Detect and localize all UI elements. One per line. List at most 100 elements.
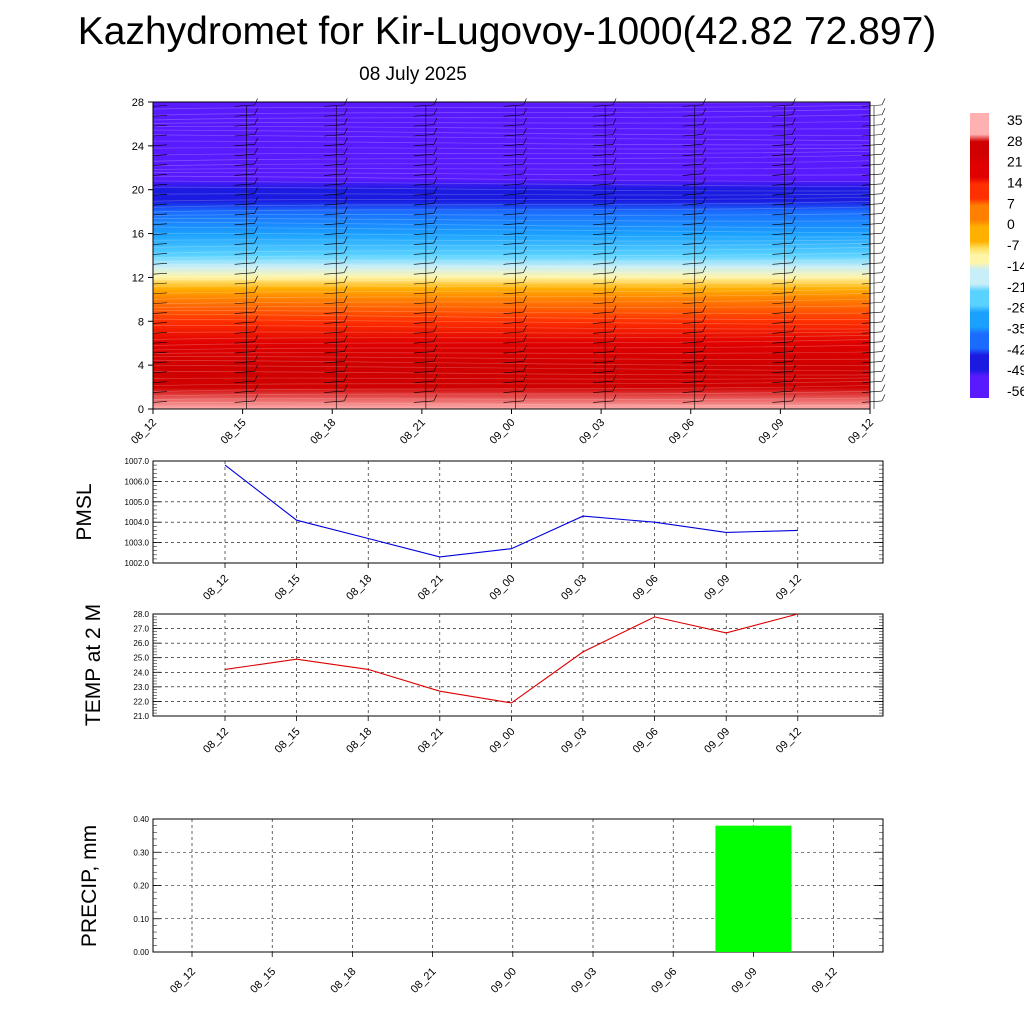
wind-barb: [861, 124, 883, 127]
wind-barb: [413, 292, 434, 295]
x-tick-label: 09_12: [810, 966, 840, 996]
wind-barb: [433, 275, 438, 283]
wind-barb: [593, 341, 614, 344]
x-tick-label: 08_18: [308, 417, 338, 447]
contour-line: [152, 150, 871, 156]
wind-barb: [433, 384, 438, 392]
wind-barb: [433, 266, 438, 273]
x-tick-label: 09_06: [667, 417, 697, 447]
wind-barb: [343, 196, 348, 204]
wind-barb: [234, 104, 255, 107]
wind-barb: [702, 147, 707, 155]
wind-barb: [503, 371, 524, 374]
wind-barb: [772, 163, 793, 166]
wind-barb: [772, 321, 793, 324]
wind-barb: [593, 390, 614, 393]
contour-line: [152, 114, 871, 121]
y-tick-label: 16: [132, 229, 144, 241]
wind-barb: [254, 196, 258, 204]
wind-barb: [324, 400, 345, 403]
wind-barb: [861, 163, 883, 166]
contour-line: [152, 278, 871, 284]
wind-barb: [702, 196, 707, 204]
wind-barb: [612, 384, 617, 392]
wind-barb: [254, 285, 258, 293]
wind-barb: [254, 226, 258, 234]
y-tick-label: 22.0: [133, 697, 149, 706]
contour-line: [152, 380, 871, 386]
wind-barb: [792, 344, 796, 352]
wind-barb: [413, 242, 434, 245]
wind-barb: [234, 203, 255, 206]
wind-barb: [343, 108, 348, 115]
wind-barb: [792, 137, 796, 145]
wind-barb: [702, 216, 707, 224]
x-tick-label: 08_12: [201, 573, 231, 603]
contour-line: [152, 104, 871, 110]
wind-barb: [433, 335, 438, 342]
precip-bar: [715, 825, 792, 952]
wind-barb: [324, 282, 345, 285]
wind-barb: [881, 275, 886, 283]
wind-barb: [324, 341, 345, 344]
wind-barb: [612, 364, 617, 372]
wind-barb: [682, 144, 703, 147]
wind-barb: [152, 223, 168, 226]
wind-barb: [413, 134, 434, 137]
x-tick-label: 09_12: [774, 726, 804, 756]
x-tick-label: 09_03: [559, 726, 589, 756]
wind-barb: [413, 124, 434, 127]
wind-barb: [343, 157, 348, 165]
wind-barb: [324, 371, 345, 374]
contour-line: [152, 288, 871, 294]
wind-barb: [861, 153, 883, 157]
contour-line: [152, 201, 871, 208]
wind-barb: [433, 147, 438, 155]
wind-barb: [503, 301, 524, 305]
wind-barb: [234, 282, 255, 285]
wind-barb: [682, 104, 703, 107]
wind-barb: [433, 285, 438, 293]
wind-barb: [523, 187, 527, 194]
wind-barb: [612, 256, 617, 263]
wind-barb: [593, 242, 614, 245]
wind-barb: [254, 256, 258, 263]
wind-barb: [503, 173, 524, 176]
wind-barb: [612, 117, 617, 125]
wind-barb: [682, 341, 703, 344]
wind-barb: [861, 301, 883, 305]
wind-barb: [881, 226, 886, 234]
wind-barb: [413, 371, 434, 374]
wind-barb: [324, 124, 345, 127]
colorbar-label: -42: [1007, 341, 1024, 357]
x-tick-label: 09_03: [559, 573, 589, 603]
wind-barb: [772, 223, 793, 226]
wind-barb: [523, 344, 527, 352]
wind-barb: [152, 134, 168, 137]
wind-barb: [881, 236, 886, 244]
wind-barb: [152, 302, 168, 305]
wind-barb: [343, 216, 348, 224]
wind-barb: [254, 364, 258, 372]
wind-barb: [234, 272, 255, 275]
y-tick-label: 1007.0: [125, 457, 150, 466]
wind-barb: [503, 134, 524, 137]
wind-barb: [503, 400, 524, 403]
wind-barb: [881, 196, 886, 204]
wind-barb: [503, 183, 524, 186]
wind-barb: [792, 157, 796, 165]
wind-barb: [413, 213, 434, 216]
wind-barb: [523, 266, 527, 273]
wind-barb: [612, 157, 617, 165]
wind-barb: [523, 157, 527, 165]
x-tick-label: 08_15: [273, 573, 303, 603]
wind-barb: [523, 206, 527, 214]
wind-barb: [682, 262, 703, 265]
wind-barb: [523, 147, 527, 155]
wind-barb: [593, 311, 614, 314]
wind-barb: [343, 226, 348, 234]
wind-barb: [413, 193, 434, 196]
contour-line: [152, 402, 871, 406]
contour-line: [152, 247, 871, 254]
wind-barb: [413, 390, 434, 393]
